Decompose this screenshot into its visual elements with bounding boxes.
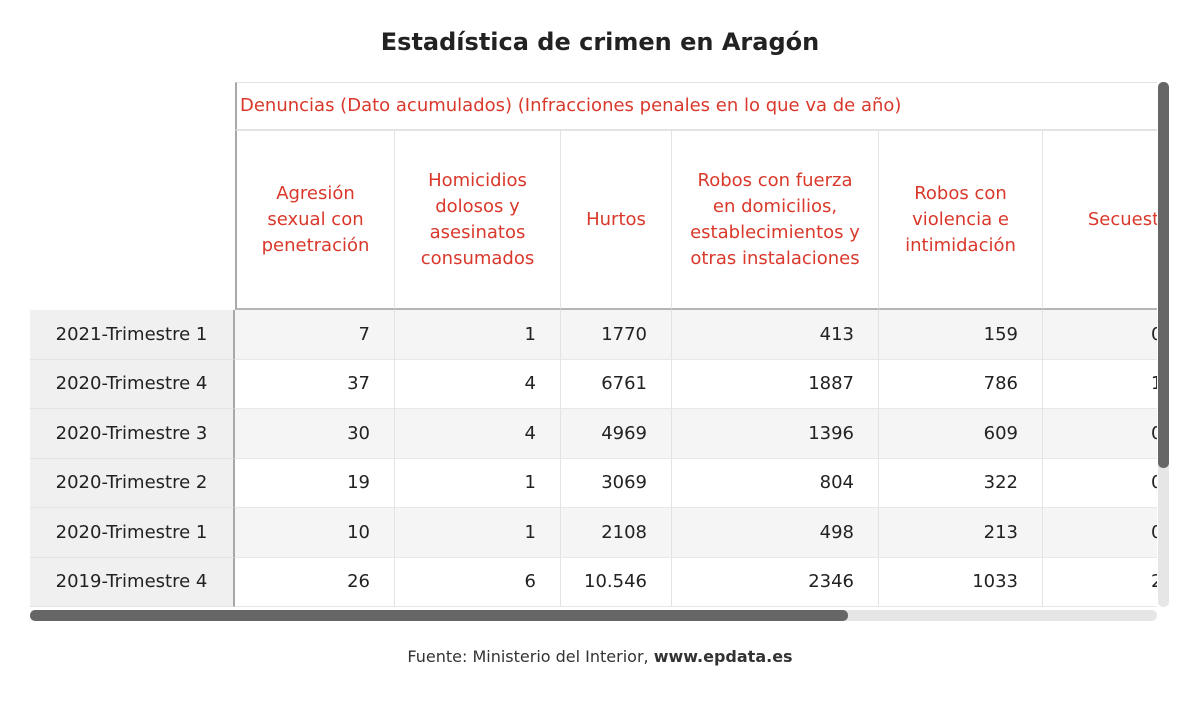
cell-value: 213 bbox=[879, 508, 1043, 558]
cell-value: 804 bbox=[672, 458, 879, 508]
cell-value: 2 bbox=[1043, 557, 1157, 607]
cell-value: 159 bbox=[879, 310, 1043, 360]
cell-value: 0 bbox=[1043, 508, 1157, 558]
footer: Fuente: Ministerio del Interior, www.epd… bbox=[0, 647, 1200, 666]
column-header: Homicidios dolosos y asesinatos consumad… bbox=[395, 130, 561, 310]
h-scroll-thumb[interactable] bbox=[30, 610, 848, 621]
cell-value: 30 bbox=[235, 409, 395, 459]
cell-value: 1 bbox=[1043, 359, 1157, 409]
cell-value: 1033 bbox=[879, 557, 1043, 607]
row-label: 2021-Trimestre 1 bbox=[30, 310, 235, 360]
cell-value: 0 bbox=[1043, 310, 1157, 360]
v-scroll-thumb[interactable] bbox=[1158, 82, 1169, 468]
cell-value: 6 bbox=[395, 557, 561, 607]
cell-value: 1770 bbox=[561, 310, 672, 360]
cell-value: 1887 bbox=[672, 359, 879, 409]
title: Estadística de crimen en Aragón bbox=[380, 28, 820, 56]
table: Denuncias (Dato acumulados) (Infraccione… bbox=[30, 82, 1157, 607]
cell-value: 10.546 bbox=[561, 557, 672, 607]
cell-value: 2346 bbox=[672, 557, 879, 607]
cell-value: 37 bbox=[235, 359, 395, 409]
cell-value: 413 bbox=[672, 310, 879, 360]
cell-value: 19 bbox=[235, 458, 395, 508]
cell-value: 4969 bbox=[561, 409, 672, 459]
cell-value: 26 bbox=[235, 557, 395, 607]
cell-value: 6761 bbox=[561, 359, 672, 409]
cell-value: 498 bbox=[672, 508, 879, 558]
cell-value: 7 bbox=[235, 310, 395, 360]
cell-value: 1 bbox=[395, 310, 561, 360]
cell-value: 786 bbox=[879, 359, 1043, 409]
column-header: Hurtos bbox=[561, 130, 672, 310]
source: Fuente: Ministerio del Interior, bbox=[407, 647, 649, 666]
column-header: Agresión sexual con penetración bbox=[235, 130, 395, 310]
cell-value: 10 bbox=[235, 508, 395, 558]
row-label: 2020-Trimestre 3 bbox=[30, 409, 235, 459]
row-label: 2020-Trimestre 4 bbox=[30, 359, 235, 409]
cell-value: 4 bbox=[395, 359, 561, 409]
column-header: Robos con violencia e intimidación bbox=[879, 130, 1043, 310]
cell-value: 0 bbox=[1043, 458, 1157, 508]
row-label: 2020-Trimestre 1 bbox=[30, 508, 235, 558]
cell-value: 0 bbox=[1043, 409, 1157, 459]
column-header: Secuestro bbox=[1043, 130, 1157, 310]
column-header: Robos con fuerza en domicilios, establec… bbox=[672, 130, 879, 310]
cell-value: 4 bbox=[395, 409, 561, 459]
cell-value: 1396 bbox=[672, 409, 879, 459]
cell-value: 1 bbox=[395, 458, 561, 508]
cell-value: 609 bbox=[879, 409, 1043, 459]
row-label: 2020-Trimestre 2 bbox=[30, 458, 235, 508]
row-label: 2019-Trimestre 4 bbox=[30, 557, 235, 607]
link: www.epdata.es bbox=[653, 647, 793, 666]
cell-value: 1 bbox=[395, 508, 561, 558]
cell-value: 2108 bbox=[561, 508, 672, 558]
cell-value: 322 bbox=[879, 458, 1043, 508]
cell-value: 3069 bbox=[561, 458, 672, 508]
group-header: Denuncias (Dato acumulados) (Infraccione… bbox=[235, 82, 1157, 130]
